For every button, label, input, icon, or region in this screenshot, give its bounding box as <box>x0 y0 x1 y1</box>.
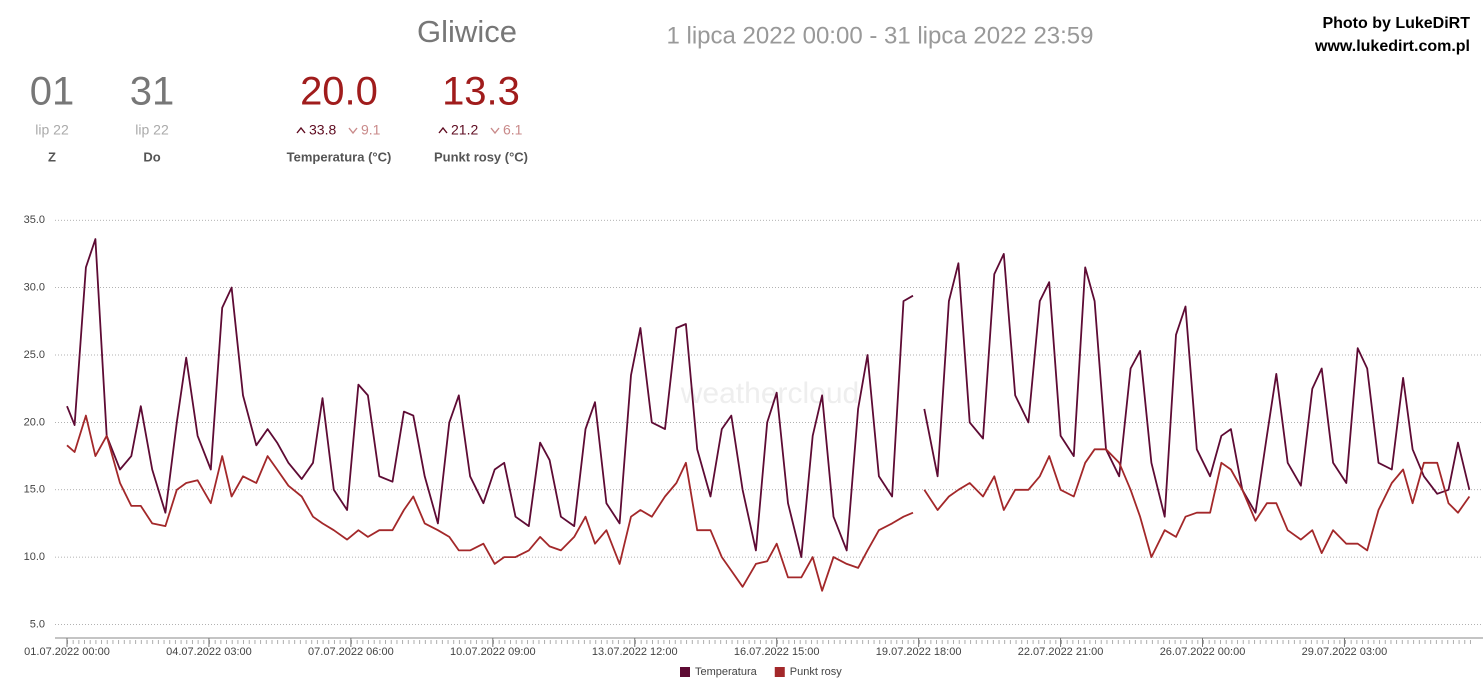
from-month: lip 22 <box>35 122 69 138</box>
legend-label: Temperatura <box>695 666 758 678</box>
x-tick-label: 22.07.2022 21:00 <box>1018 646 1104 658</box>
y-tick-label: 20.0 <box>24 416 45 428</box>
x-tick-label: 13.07.2022 12:00 <box>592 646 678 658</box>
station-name: Gliwice <box>417 14 517 49</box>
dew-value: 13.3 <box>442 70 520 114</box>
to-month: lip 22 <box>135 122 169 138</box>
temp-label: Temperatura (°C) <box>287 149 392 164</box>
max-icon <box>438 126 448 134</box>
legend-swatch <box>774 667 785 677</box>
series-line <box>66 414 1471 592</box>
x-tick-label: 01.07.2022 00:00 <box>24 646 110 658</box>
temp-value: 20.0 <box>300 70 378 114</box>
from-day: 01 <box>30 70 75 114</box>
legend-swatch <box>680 667 690 677</box>
x-tick-label: 07.07.2022 06:00 <box>308 646 394 658</box>
dew-max: 21.2 <box>451 122 478 138</box>
temp-min: 9.1 <box>361 122 381 138</box>
x-tick-label: 10.07.2022 09:00 <box>450 646 536 658</box>
min-icon <box>348 127 358 135</box>
y-tick-label: 5.0 <box>30 618 45 630</box>
temp-max: 33.8 <box>309 122 336 138</box>
credit-url: www.lukedirt.com.pl <box>1314 38 1470 55</box>
series-line <box>66 238 1471 558</box>
credit: Photo by LukeDiRT <box>1322 15 1470 32</box>
minor-ticks <box>67 638 1475 644</box>
x-tick-label: 26.07.2022 00:00 <box>1160 646 1246 658</box>
max-icon <box>296 126 306 134</box>
min-icon <box>490 127 500 135</box>
x-tick-label: 04.07.2022 03:00 <box>166 646 252 658</box>
from-label: Z <box>48 149 56 164</box>
to-day: 31 <box>130 70 175 114</box>
dew-min: 6.1 <box>503 122 523 138</box>
to-label: Do <box>143 149 160 164</box>
watermark: weathercloud <box>680 377 859 410</box>
date-range: 1 lipca 2022 00:00 - 31 lipca 2022 23:59 <box>667 22 1094 49</box>
y-tick-label: 25.0 <box>24 349 45 361</box>
dew-label: Punkt rosy (°C) <box>434 149 528 164</box>
x-tick-label: 16.07.2022 15:00 <box>734 646 820 658</box>
y-tick-label: 15.0 <box>24 484 45 496</box>
x-tick-label: 19.07.2022 18:00 <box>876 646 962 658</box>
legend-label: Punkt rosy <box>790 666 842 678</box>
y-tick-label: 35.0 <box>24 214 45 226</box>
x-tick-label: 29.07.2022 03:00 <box>1302 646 1388 658</box>
y-tick-label: 30.0 <box>24 282 45 294</box>
y-tick-label: 10.0 <box>24 551 45 563</box>
